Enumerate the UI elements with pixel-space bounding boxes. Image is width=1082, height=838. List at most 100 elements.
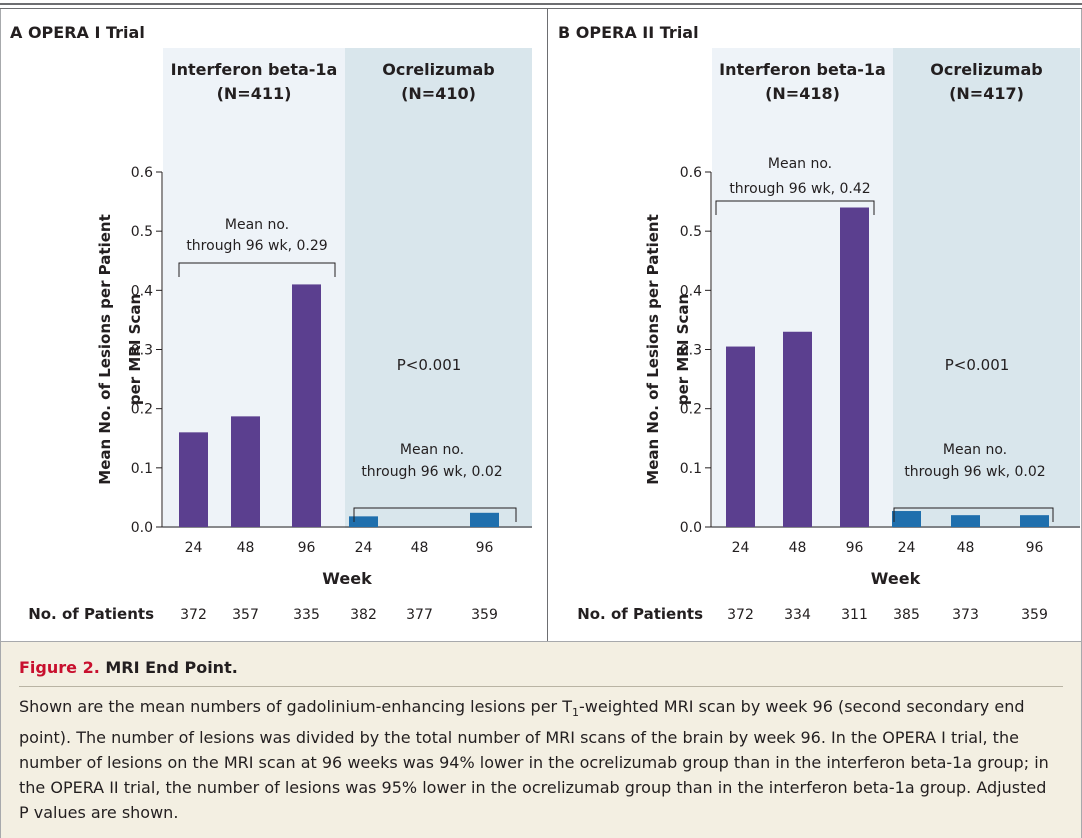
x-tick-label: 24	[355, 540, 373, 556]
y-axis-label-line2: per MRI Scan	[126, 294, 144, 405]
figure-caption: Figure 2. MRI End Point. Shown are the m…	[1, 641, 1081, 838]
x-tick-label: 96	[476, 540, 494, 556]
group-header-n: (N=410)	[401, 84, 476, 103]
caption-subscript: 1	[571, 706, 579, 720]
x-tick-label: 24	[898, 540, 916, 556]
y-tick-label: 0.6	[131, 165, 153, 181]
mean-annotation-line2: through 96 wk, 0.29	[186, 238, 327, 254]
bar	[1020, 515, 1049, 527]
x-axis-label: Week	[871, 569, 921, 588]
group-header-name: Interferon beta-1a	[171, 60, 338, 79]
mean-bracket	[178, 262, 336, 277]
caption-divider	[19, 686, 1063, 687]
group-header-name: Ocrelizumab	[930, 60, 1042, 79]
figure-name: MRI End Point.	[105, 658, 238, 677]
group-header-n: (N=411)	[217, 84, 292, 103]
y-axis-label: Mean No. of Lesions per Patient	[644, 214, 662, 484]
mean-annotation-line2: through 96 wk, 0.42	[729, 181, 870, 197]
x-axis-label: Week	[322, 569, 372, 588]
group-header-name: Interferon beta-1a	[719, 60, 886, 79]
x-tick-label: 24	[732, 540, 750, 556]
mean-annotation-line1: Mean no.	[225, 217, 289, 233]
y-tick-label: 0.5	[680, 224, 702, 240]
figure-number: Figure 2.	[19, 658, 100, 677]
panel-title-text: OPERA II Trial	[576, 23, 699, 42]
y-tick-label: 0.5	[131, 224, 153, 240]
y-tick-label: 0.4	[131, 283, 153, 299]
mean-annotation-line1: Mean no.	[400, 442, 464, 458]
patients-count: 385	[893, 607, 920, 623]
bar	[292, 284, 321, 527]
y-axis-label: Mean No. of Lesions per Patient	[96, 214, 114, 484]
patients-label: No. of Patients	[28, 605, 154, 623]
panel-title-text: OPERA I Trial	[28, 23, 145, 42]
y-tick-label: 0.6	[680, 165, 702, 181]
x-tick-label: 48	[411, 540, 429, 556]
caption-text-part1: Shown are the mean numbers of gadolinium…	[19, 697, 572, 716]
mean-bracket	[715, 200, 875, 215]
y-tick-label: 0.2	[680, 402, 702, 418]
mean-annotation-line2: through 96 wk, 0.02	[361, 464, 502, 480]
patients-count: 372	[180, 607, 207, 623]
x-tick-label: 96	[846, 540, 864, 556]
x-tick-label: 96	[298, 540, 316, 556]
y-tick-label: 0.3	[680, 343, 702, 359]
panel-title: A OPERA I Trial	[10, 23, 145, 42]
caption-text-part2: -weighted MRI scan by week 96 (second se…	[19, 697, 1049, 823]
y-tick-label: 0.2	[131, 402, 153, 418]
p-value-label: P<0.001	[945, 356, 1010, 374]
x-tick-label: 96	[1026, 540, 1044, 556]
patients-count: 377	[406, 607, 433, 623]
patients-count: 372	[727, 607, 754, 623]
y-tick-label: 0.3	[131, 343, 153, 359]
y-tick-label: 0.4	[680, 283, 702, 299]
bar	[349, 516, 378, 527]
top-rule	[0, 3, 1082, 5]
patients-count: 359	[1021, 607, 1048, 623]
bar	[783, 331, 812, 527]
y-axis-label-line2: per MRI Scan	[674, 294, 692, 405]
patients-count: 334	[784, 607, 811, 623]
mean-bracket	[353, 507, 517, 522]
x-tick-label: 48	[789, 540, 807, 556]
bar	[840, 207, 869, 527]
p-value-label: P<0.001	[397, 356, 462, 374]
bar	[892, 511, 921, 527]
group-header-n: (N=418)	[765, 84, 840, 103]
group-header-name: Ocrelizumab	[382, 60, 494, 79]
mean-bracket	[893, 507, 1054, 522]
panel-a-chart: A OPERA I Trial Interferon beta-1a (N=411)…	[10, 23, 532, 623]
panel-divider	[547, 9, 548, 641]
patients-count: 335	[293, 607, 320, 623]
mean-annotation-line2: through 96 wk, 0.02	[904, 464, 1045, 480]
x-tick-label: 24	[185, 540, 203, 556]
caption-title: Figure 2. MRI End Point.	[19, 658, 238, 677]
mean-annotation-line1: Mean no.	[768, 156, 832, 172]
panel-b-chart: B OPERA II Trial Interferon beta-1a (N=418…	[558, 23, 1080, 623]
panel-letter: B	[558, 23, 576, 42]
patients-label: No. of Patients	[577, 605, 703, 623]
patients-count: 311	[841, 607, 868, 623]
panel-title: B OPERA II Trial	[558, 23, 699, 42]
y-tick-label: 0.0	[131, 520, 153, 536]
bar	[231, 416, 260, 527]
y-tick-label: 0.1	[680, 461, 702, 477]
top-rule-thin	[0, 8, 1082, 9]
panel-letter: A	[10, 23, 28, 42]
frame-left-border	[0, 9, 1, 838]
bar	[726, 346, 755, 527]
bar	[179, 432, 208, 527]
patients-count: 359	[471, 607, 498, 623]
group-header-n: (N=417)	[949, 84, 1024, 103]
bar	[470, 512, 499, 527]
ocrelizumab-group-band	[893, 48, 1080, 528]
bar	[951, 515, 980, 527]
caption-text: Shown are the mean numbers of gadolinium…	[19, 694, 1059, 825]
patients-count: 357	[232, 607, 259, 623]
mean-annotation-line1: Mean no.	[943, 442, 1007, 458]
x-tick-label: 48	[237, 540, 255, 556]
patients-count: 373	[952, 607, 979, 623]
ocrelizumab-group-band	[345, 48, 532, 528]
y-tick-label: 0.1	[131, 461, 153, 477]
